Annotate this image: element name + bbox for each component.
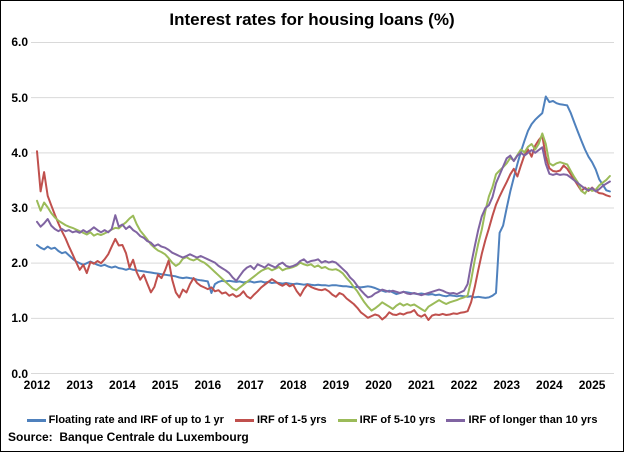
x-tick-label: 2020 <box>365 378 392 392</box>
legend-label-0: Floating rate and IRF of up to 1 yr <box>48 414 224 426</box>
x-tick-label: 2018 <box>279 378 307 392</box>
series-line-3 <box>36 146 611 299</box>
x-tick-label: 2014 <box>109 378 136 392</box>
source-note: Source: Banque Centrale du Luxembourg <box>8 430 249 444</box>
y-tick-label: 4.0 <box>11 145 28 160</box>
legend-swatch-3 <box>446 418 466 422</box>
x-tick-label: 2016 <box>194 378 222 392</box>
y-tick-label: 1.0 <box>11 311 28 326</box>
y-tick-label: 6.0 <box>11 35 28 50</box>
x-tick-label: 2017 <box>237 378 264 392</box>
legend-swatch-2 <box>337 418 357 422</box>
legend-label-2: IRF of 5-10 yrs <box>359 414 436 426</box>
y-tick-label: 3.0 <box>11 200 28 215</box>
legend-label-1: IRF of 1-5 yrs <box>256 414 327 426</box>
legend-item-1: IRF of 1-5 yrs <box>234 414 327 426</box>
x-tick-label: 2015 <box>151 378 179 392</box>
legend-label-3: IRF of longer than 10 yrs <box>468 414 598 426</box>
x-tick-label: 2025 <box>578 378 606 392</box>
x-tick-label: 2021 <box>407 378 435 392</box>
line-chart <box>31 41 614 374</box>
legend-item-0: Floating rate and IRF of up to 1 yr <box>26 414 224 426</box>
x-tick-label: 2019 <box>322 378 350 392</box>
legend-item-2: IRF of 5-10 yrs <box>337 414 436 426</box>
legend-swatch-1 <box>234 418 254 422</box>
legend-item-3: IRF of longer than 10 yrs <box>446 414 597 426</box>
chart-legend: Floating rate and IRF of up to 1 yr IRF o… <box>1 411 623 429</box>
y-tick-label: 0.0 <box>11 366 28 381</box>
series-line-1 <box>36 134 611 321</box>
y-tick-label: 5.0 <box>11 90 28 105</box>
x-tick-label: 2012 <box>23 378 51 392</box>
y-tick-label: 2.0 <box>11 256 28 271</box>
legend-swatch-0 <box>26 418 46 422</box>
series-line-0 <box>36 95 611 299</box>
x-tick-label: 2023 <box>493 378 521 392</box>
chart-title: Interest rates for housing loans (%) <box>169 10 455 29</box>
x-tick-label: 2022 <box>450 378 478 392</box>
x-tick-label: 2013 <box>66 378 94 392</box>
x-tick-label: 2024 <box>536 378 563 392</box>
